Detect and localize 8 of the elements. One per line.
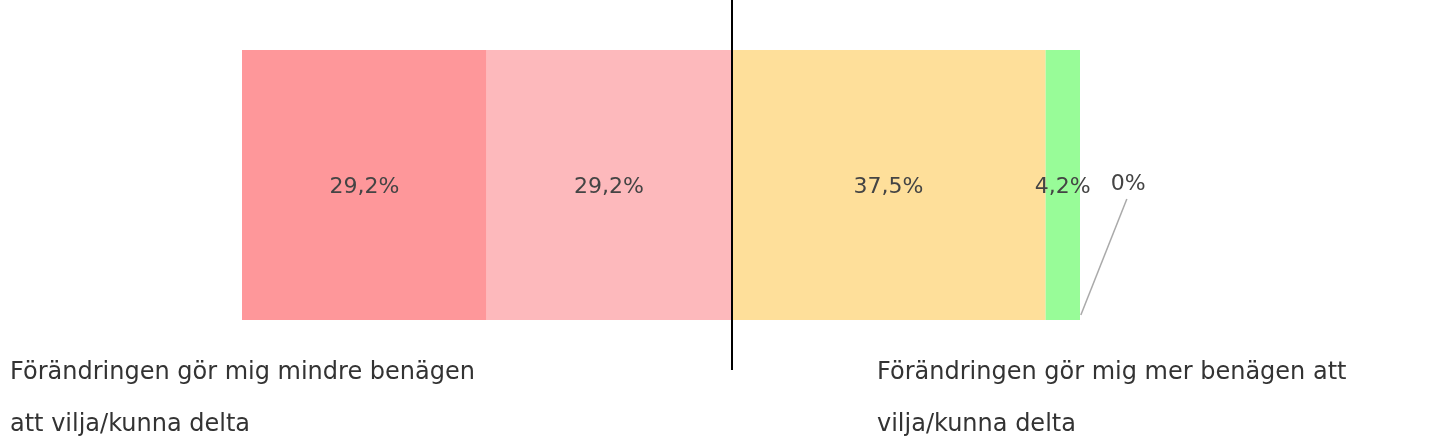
bar <box>242 50 487 320</box>
text: Förändringen gör mig mer benägen att vilja/kunna delta <box>877 357 1355 437</box>
data-label: 0% <box>1110 169 1146 195</box>
text: Förändringen gör mig mindre benägen att vilja/kunna delta <box>10 357 483 437</box>
bar <box>486 50 732 320</box>
data-label: 29,2% <box>329 172 400 198</box>
data-label: 37,5% <box>853 172 924 198</box>
data-label: 29,2% <box>574 172 644 198</box>
